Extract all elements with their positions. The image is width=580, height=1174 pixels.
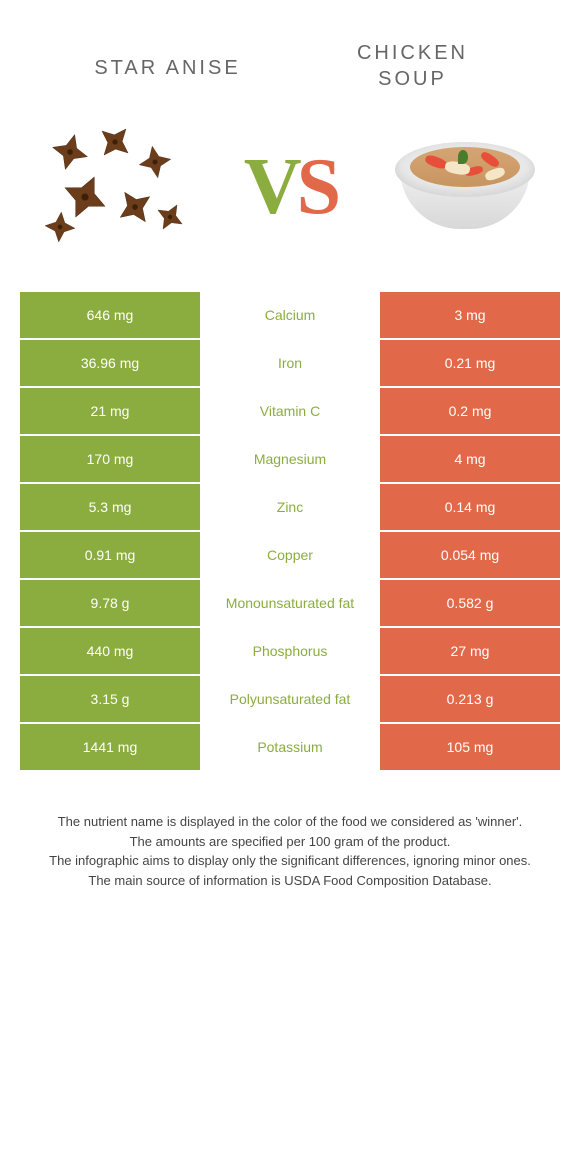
left-value: 646 mg <box>20 292 200 338</box>
footer-line: The amounts are specified per 100 gram o… <box>30 832 550 852</box>
left-value: 1441 mg <box>20 724 200 770</box>
right-value: 0.213 g <box>380 676 560 722</box>
nutrient-label: Polyunsaturated fat <box>200 676 380 722</box>
footer-line: The infographic aims to display only the… <box>30 851 550 871</box>
table-row: 1441 mgPotassium105 mg <box>20 724 560 772</box>
title-right-line2: soup <box>378 68 447 90</box>
table-row: 21 mgVitamin C0.2 mg <box>20 388 560 436</box>
nutrient-label: Vitamin C <box>200 388 380 434</box>
left-value: 9.78 g <box>20 580 200 626</box>
footer-line: The nutrient name is displayed in the co… <box>30 812 550 832</box>
vs-v: V <box>244 143 297 231</box>
right-value: 27 mg <box>380 628 560 674</box>
right-value: 4 mg <box>380 436 560 482</box>
footer-notes: The nutrient name is displayed in the co… <box>0 772 580 890</box>
nutrient-label: Calcium <box>200 292 380 338</box>
nutrient-label: Magnesium <box>200 436 380 482</box>
right-value: 0.2 mg <box>380 388 560 434</box>
chicken-soup-image <box>380 112 550 262</box>
nutrient-label: Potassium <box>200 724 380 770</box>
table-row: 646 mgCalcium3 mg <box>20 292 560 340</box>
vs-label: VS <box>244 142 336 233</box>
table-row: 170 mgMagnesium4 mg <box>20 436 560 484</box>
left-value: 440 mg <box>20 628 200 674</box>
nutrient-label: Monounsaturated fat <box>200 580 380 626</box>
left-value: 21 mg <box>20 388 200 434</box>
left-value: 36.96 mg <box>20 340 200 386</box>
table-row: 0.91 mgCopper0.054 mg <box>20 532 560 580</box>
nutrient-label: Zinc <box>200 484 380 530</box>
title-right-line1: Chicken <box>357 42 468 64</box>
right-value: 105 mg <box>380 724 560 770</box>
nutrient-label: Copper <box>200 532 380 578</box>
footer-line: The main source of information is USDA F… <box>30 871 550 891</box>
right-value: 3 mg <box>380 292 560 338</box>
nutrient-label: Phosphorus <box>200 628 380 674</box>
right-value: 0.14 mg <box>380 484 560 530</box>
images-row: VS <box>0 102 580 292</box>
soup-icon <box>390 127 540 247</box>
vs-s: S <box>297 143 337 231</box>
table-row: 440 mgPhosphorus27 mg <box>20 628 560 676</box>
nutrient-label: Iron <box>200 340 380 386</box>
table-row: 9.78 gMonounsaturated fat0.582 g <box>20 580 560 628</box>
left-value: 0.91 mg <box>20 532 200 578</box>
title-right: Chicken soup <box>290 40 535 92</box>
header: Star anise Chicken soup <box>0 0 580 102</box>
table-row: 5.3 mgZinc0.14 mg <box>20 484 560 532</box>
left-value: 5.3 mg <box>20 484 200 530</box>
right-value: 0.21 mg <box>380 340 560 386</box>
table-row: 36.96 mgIron0.21 mg <box>20 340 560 388</box>
star-anise-icon <box>30 117 200 257</box>
comparison-table: 646 mgCalcium3 mg36.96 mgIron0.21 mg21 m… <box>20 292 560 772</box>
right-value: 0.054 mg <box>380 532 560 578</box>
left-value: 3.15 g <box>20 676 200 722</box>
table-row: 3.15 gPolyunsaturated fat0.213 g <box>20 676 560 724</box>
title-left: Star anise <box>45 40 290 81</box>
right-value: 0.582 g <box>380 580 560 626</box>
star-anise-image <box>30 112 200 262</box>
left-value: 170 mg <box>20 436 200 482</box>
